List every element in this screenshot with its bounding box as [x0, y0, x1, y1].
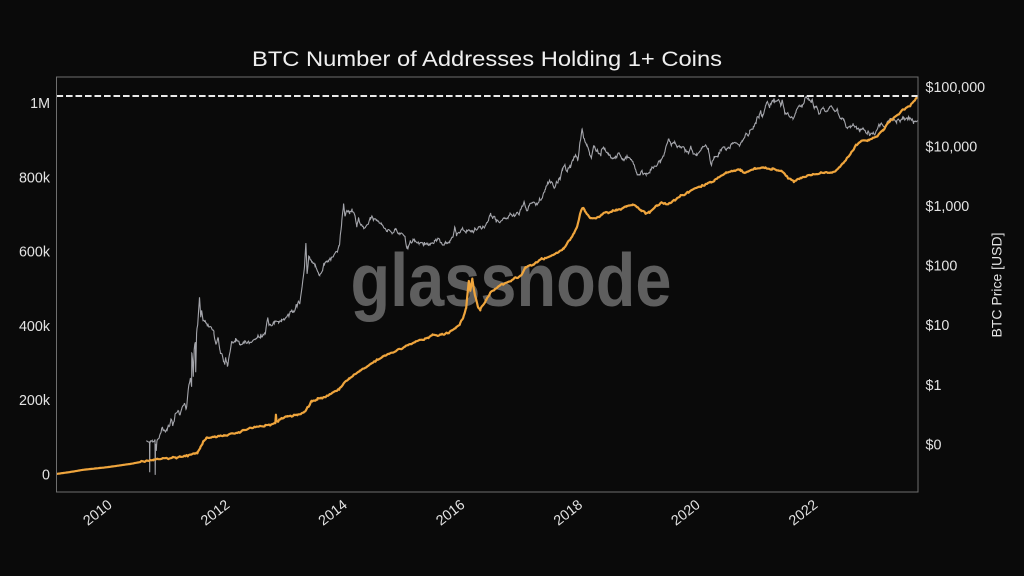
svg-text:BTC Number of Addresses Holdin: BTC Number of Addresses Holding 1+ Coins [252, 48, 722, 71]
svg-text:0: 0 [42, 467, 50, 483]
svg-text:$1,000: $1,000 [926, 199, 970, 215]
svg-text:BTC Price [USD]: BTC Price [USD] [989, 232, 1005, 337]
svg-text:$1: $1 [926, 378, 942, 394]
svg-text:1M: 1M [30, 96, 50, 112]
svg-text:$0: $0 [926, 437, 942, 453]
svg-text:$10: $10 [926, 318, 950, 334]
svg-text:200k: 200k [19, 393, 51, 409]
svg-text:600k: 600k [19, 245, 51, 261]
svg-text:$10,000: $10,000 [926, 140, 978, 156]
svg-text:$100: $100 [926, 259, 958, 275]
svg-text:$100,000: $100,000 [926, 80, 986, 96]
svg-text:800k: 800k [19, 170, 51, 186]
svg-text:400k: 400k [19, 319, 51, 335]
